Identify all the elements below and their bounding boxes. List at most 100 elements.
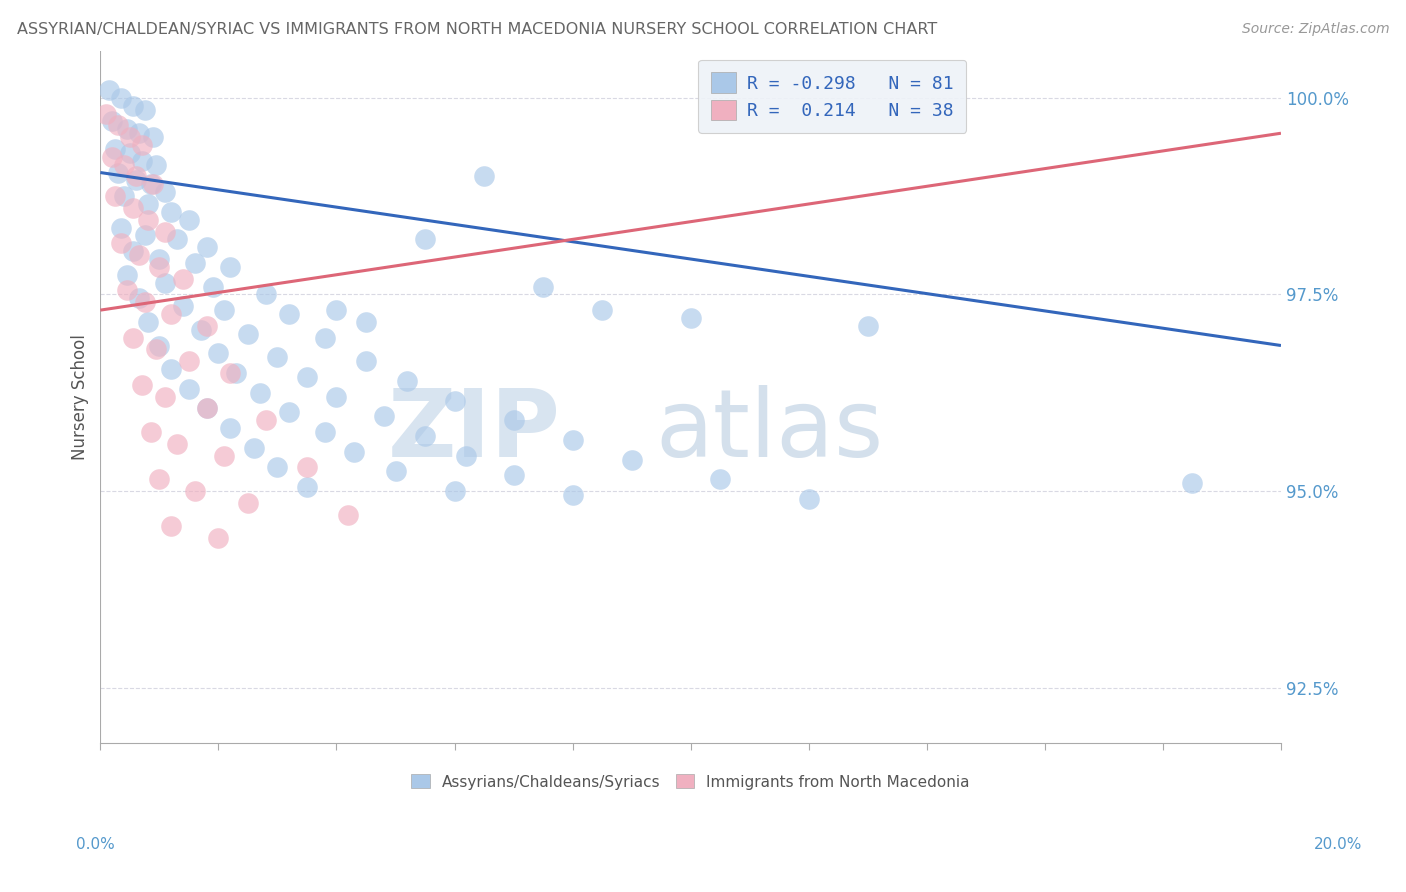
Point <box>177 382 200 396</box>
Point <box>110 236 132 251</box>
Point <box>266 460 288 475</box>
Point <box>112 158 135 172</box>
Point <box>121 201 143 215</box>
Point <box>207 346 229 360</box>
Point <box>295 370 318 384</box>
Point <box>166 437 188 451</box>
Point <box>101 114 124 128</box>
Point <box>145 158 167 172</box>
Point <box>195 318 218 333</box>
Point <box>142 130 165 145</box>
Point <box>148 252 170 266</box>
Point <box>219 366 242 380</box>
Point <box>155 276 177 290</box>
Point <box>295 460 318 475</box>
Point <box>184 483 207 498</box>
Legend: Assyrians/Chaldeans/Syriacs, Immigrants from North Macedonia: Assyrians/Chaldeans/Syriacs, Immigrants … <box>404 767 977 797</box>
Point <box>177 212 200 227</box>
Point <box>502 468 524 483</box>
Point <box>1181 476 1204 491</box>
Point <box>115 268 138 282</box>
Point <box>128 248 150 262</box>
Point <box>148 260 170 274</box>
Point <box>131 377 153 392</box>
Text: ASSYRIAN/CHALDEAN/SYRIAC VS IMMIGRANTS FROM NORTH MACEDONIA NURSERY SCHOOL CORRE: ASSYRIAN/CHALDEAN/SYRIAC VS IMMIGRANTS F… <box>17 22 938 37</box>
Point <box>115 284 138 298</box>
Point <box>155 225 177 239</box>
Point <box>136 315 159 329</box>
Point <box>125 169 148 184</box>
Point <box>172 299 194 313</box>
Point <box>413 232 436 246</box>
Text: Source: ZipAtlas.com: Source: ZipAtlas.com <box>1241 22 1389 37</box>
Point <box>104 142 127 156</box>
Point <box>709 472 731 486</box>
Point <box>134 295 156 310</box>
Point <box>160 362 183 376</box>
Point <box>396 374 419 388</box>
Point <box>243 441 266 455</box>
Point <box>343 444 366 458</box>
Point <box>134 103 156 117</box>
Point <box>110 91 132 105</box>
Point <box>195 401 218 416</box>
Point <box>201 279 224 293</box>
Point <box>325 390 347 404</box>
Point <box>443 393 465 408</box>
Y-axis label: Nursery School: Nursery School <box>72 334 89 459</box>
Point <box>236 496 259 510</box>
Point <box>107 165 129 179</box>
Point <box>128 126 150 140</box>
Point <box>266 351 288 365</box>
Point <box>195 240 218 254</box>
Point <box>219 260 242 274</box>
Point <box>142 178 165 192</box>
Point <box>384 464 406 478</box>
Point <box>172 271 194 285</box>
Point <box>254 413 277 427</box>
Text: 0.0%: 0.0% <box>76 837 115 852</box>
Point <box>207 531 229 545</box>
Point <box>104 189 127 203</box>
Point <box>531 279 554 293</box>
Point <box>139 425 162 439</box>
Point <box>190 323 212 337</box>
Point <box>121 244 143 259</box>
Point <box>214 303 236 318</box>
Point <box>472 169 495 184</box>
Point <box>314 331 336 345</box>
Text: 20.0%: 20.0% <box>1315 837 1362 852</box>
Point <box>131 153 153 168</box>
Point <box>254 287 277 301</box>
Point <box>620 452 643 467</box>
Point <box>160 205 183 219</box>
Point <box>118 130 141 145</box>
Point <box>128 291 150 305</box>
Point <box>110 220 132 235</box>
Point <box>325 303 347 318</box>
Point <box>278 307 301 321</box>
Point <box>115 122 138 136</box>
Point <box>148 472 170 486</box>
Point <box>166 232 188 246</box>
Point <box>136 197 159 211</box>
Point <box>278 405 301 419</box>
Point <box>155 390 177 404</box>
Point <box>160 307 183 321</box>
Point <box>177 354 200 368</box>
Point <box>195 401 218 416</box>
Point <box>456 449 478 463</box>
Point <box>561 433 583 447</box>
Point <box>679 310 702 325</box>
Point <box>118 145 141 160</box>
Point <box>214 449 236 463</box>
Point <box>125 173 148 187</box>
Point <box>184 256 207 270</box>
Point <box>225 366 247 380</box>
Point <box>121 331 143 345</box>
Point <box>148 338 170 352</box>
Point <box>373 409 395 424</box>
Point <box>96 106 118 120</box>
Point <box>249 385 271 400</box>
Point <box>98 83 121 97</box>
